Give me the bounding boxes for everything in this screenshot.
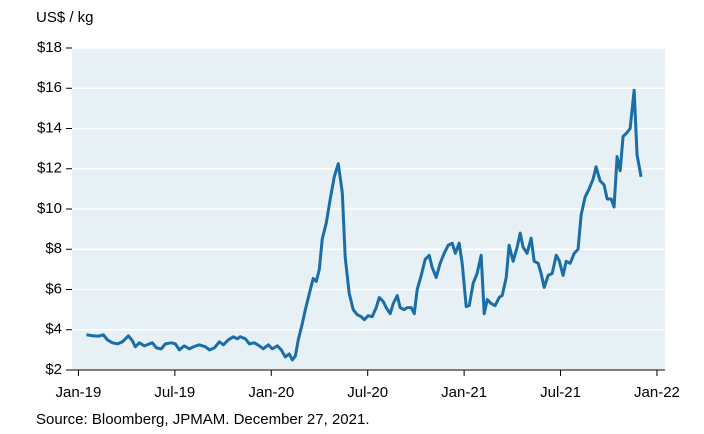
y-tick-label: $4 bbox=[45, 321, 62, 338]
x-tick-label: Jul-20 bbox=[347, 384, 388, 401]
x-tick-label: Jan-19 bbox=[55, 384, 101, 401]
y-tick-label: $18 bbox=[37, 39, 62, 56]
y-tick-label: $14 bbox=[37, 119, 62, 136]
y-tick-label: $10 bbox=[37, 200, 62, 217]
y-tick-label: $2 bbox=[45, 361, 62, 378]
y-tick-label: $8 bbox=[45, 240, 62, 257]
y-tick-label: $12 bbox=[37, 160, 62, 177]
line bbox=[86, 88, 643, 362]
x-tick-label: Jan-20 bbox=[248, 384, 294, 401]
x-tick-label: Jan-21 bbox=[441, 384, 487, 401]
y-tick-label: $16 bbox=[37, 79, 62, 96]
y-tick-label: $6 bbox=[45, 280, 62, 297]
x-tick-label: Jan-22 bbox=[634, 384, 680, 401]
x-tick-label: Jul-21 bbox=[540, 384, 581, 401]
x-tick-label: Jul-19 bbox=[154, 384, 195, 401]
subtitle: US$ / kg bbox=[36, 9, 94, 26]
source: Source: Bloomberg, JPMAM. December 27, 2… bbox=[36, 411, 370, 428]
